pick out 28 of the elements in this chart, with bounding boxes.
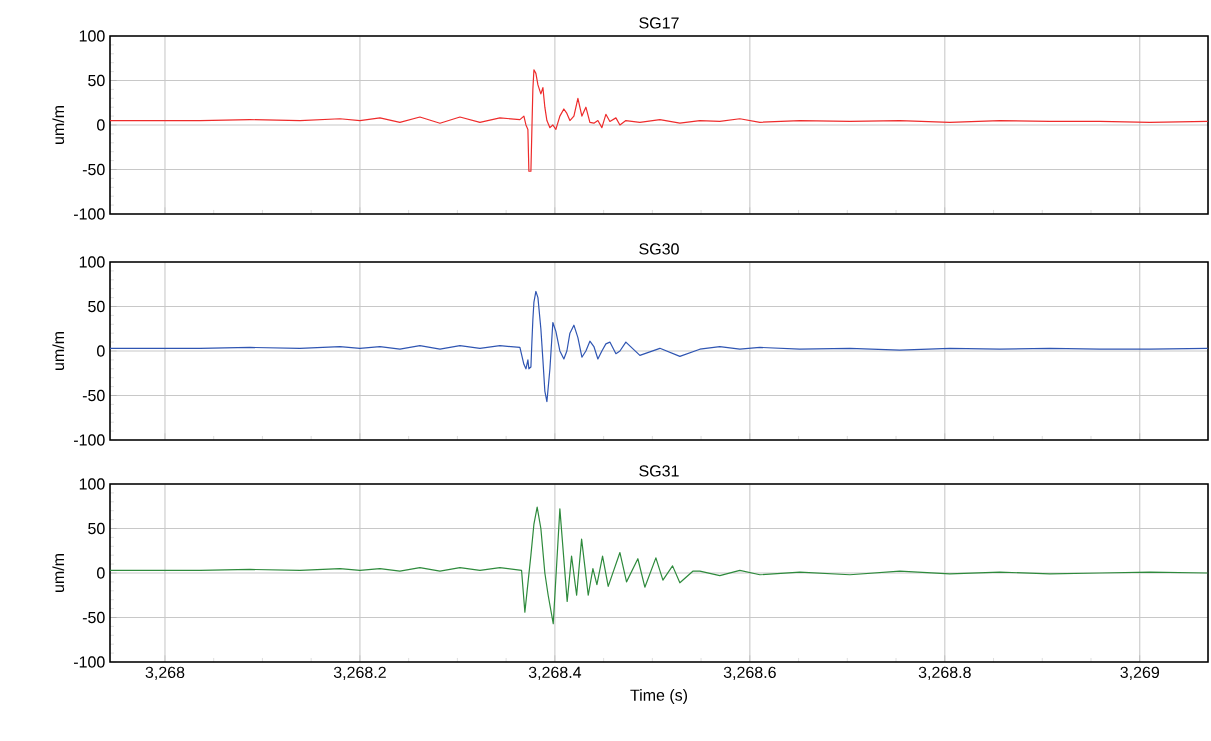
y-tick-label: 50 [88,522,105,535]
x-tick-label: 3,268.6 [723,666,776,680]
y-axis-title: um/m [52,106,65,144]
y-tick-label: -100 [73,208,105,220]
y-tick-label: 0 [97,345,105,357]
y-tick-label: 50 [88,300,105,313]
y-tick-label: -50 [82,611,105,624]
y-tick-label: -50 [82,163,105,176]
x-tick-label: 3,268 [145,666,185,680]
y-tick-label: 100 [79,478,105,490]
y-tick-label: 0 [97,567,105,579]
chart-title: SG31 [639,465,679,477]
x-tick-label: 3,268.2 [333,666,386,680]
y-tick-label: 0 [97,119,105,131]
x-axis-title: Time (s) [630,689,688,704]
x-tick-label: 3,269 [1120,666,1160,680]
y-axis-title: um/m [52,554,65,592]
x-tick-label: 3,268.8 [918,666,971,680]
chart-title: SG30 [639,243,679,255]
y-tick-label: -100 [73,434,105,446]
y-tick-label: 100 [79,256,105,268]
y-tick-label: -100 [73,656,105,668]
y-tick-label: 100 [79,30,105,42]
y-tick-label: 50 [88,74,105,87]
x-tick-label: 3,268.4 [528,666,582,680]
y-axis-title: um/m [52,332,65,370]
y-tick-label: -50 [82,389,105,402]
chart-title: SG17 [639,17,679,29]
